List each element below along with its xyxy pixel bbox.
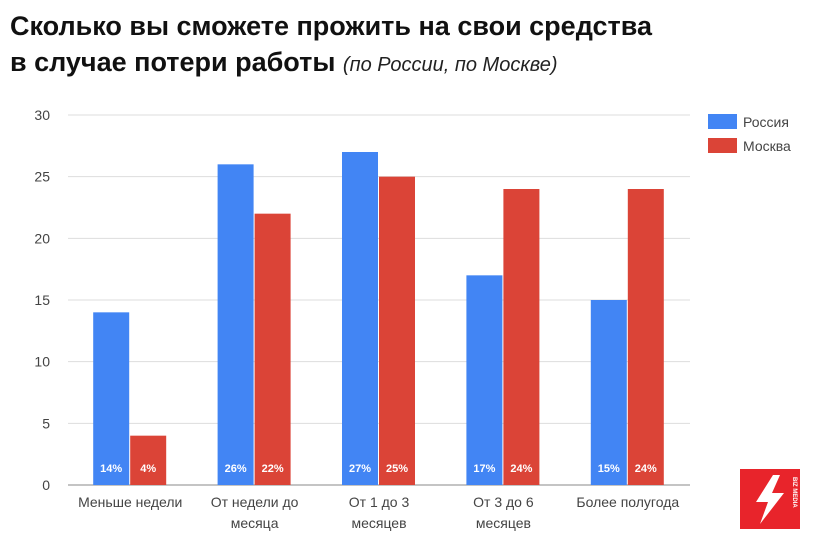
bar [379,176,415,485]
data-label: 15% [598,463,620,475]
data-label: 25% [386,463,408,475]
y-tick-label: 0 [42,477,50,493]
x-tick-label: месяцев [476,515,531,531]
y-tick-label: 25 [34,169,50,185]
bar [590,300,627,485]
data-label: 27% [349,463,371,475]
lightning-icon: BIZ MEDIA [756,475,797,524]
x-tick-label: От недели до [211,494,299,510]
y-tick-label: 10 [34,354,50,370]
legend-swatch [708,138,737,153]
bar [254,213,291,485]
x-tick-label: От 3 до 6 [473,494,534,510]
data-label: 22% [262,463,284,475]
y-tick-label: 30 [34,107,50,123]
bar [217,164,254,486]
y-tick-label: 15 [34,292,50,308]
x-tick-label: Более полугода [576,494,679,510]
data-label: 4% [140,463,156,475]
title-note: (по России, по Москве) [342,54,558,76]
x-tick-label: месяцев [351,515,406,531]
bar [93,312,130,485]
data-label: 26% [225,463,247,475]
y-tick-label: 20 [34,230,50,246]
bar [627,189,664,485]
title-line-1: Сколько вы сможете прожить на свои средс… [10,11,652,41]
legend-label: Россия [743,114,789,130]
bar [342,152,378,485]
x-tick-label: Меньше недели [78,494,182,510]
x-tick-label: месяца [231,515,279,531]
data-label: 24% [635,463,657,475]
data-label: 24% [510,463,532,475]
bar [466,275,503,485]
bar [503,189,540,485]
logo-text: BIZ MEDIA [791,477,797,508]
chart-title: Сколько вы сможете прожить на свои средс… [10,8,800,83]
x-tick-label: От 1 до 3 [349,494,410,510]
title-line-2: в случае потери работы [10,47,336,77]
y-tick-label: 5 [42,415,50,431]
legend-swatch [708,114,737,129]
legend-label: Москва [743,138,791,154]
data-label: 14% [100,463,122,475]
bar [130,435,167,485]
data-label: 17% [473,463,495,475]
brand-logo: BIZ MEDIA [740,469,800,529]
